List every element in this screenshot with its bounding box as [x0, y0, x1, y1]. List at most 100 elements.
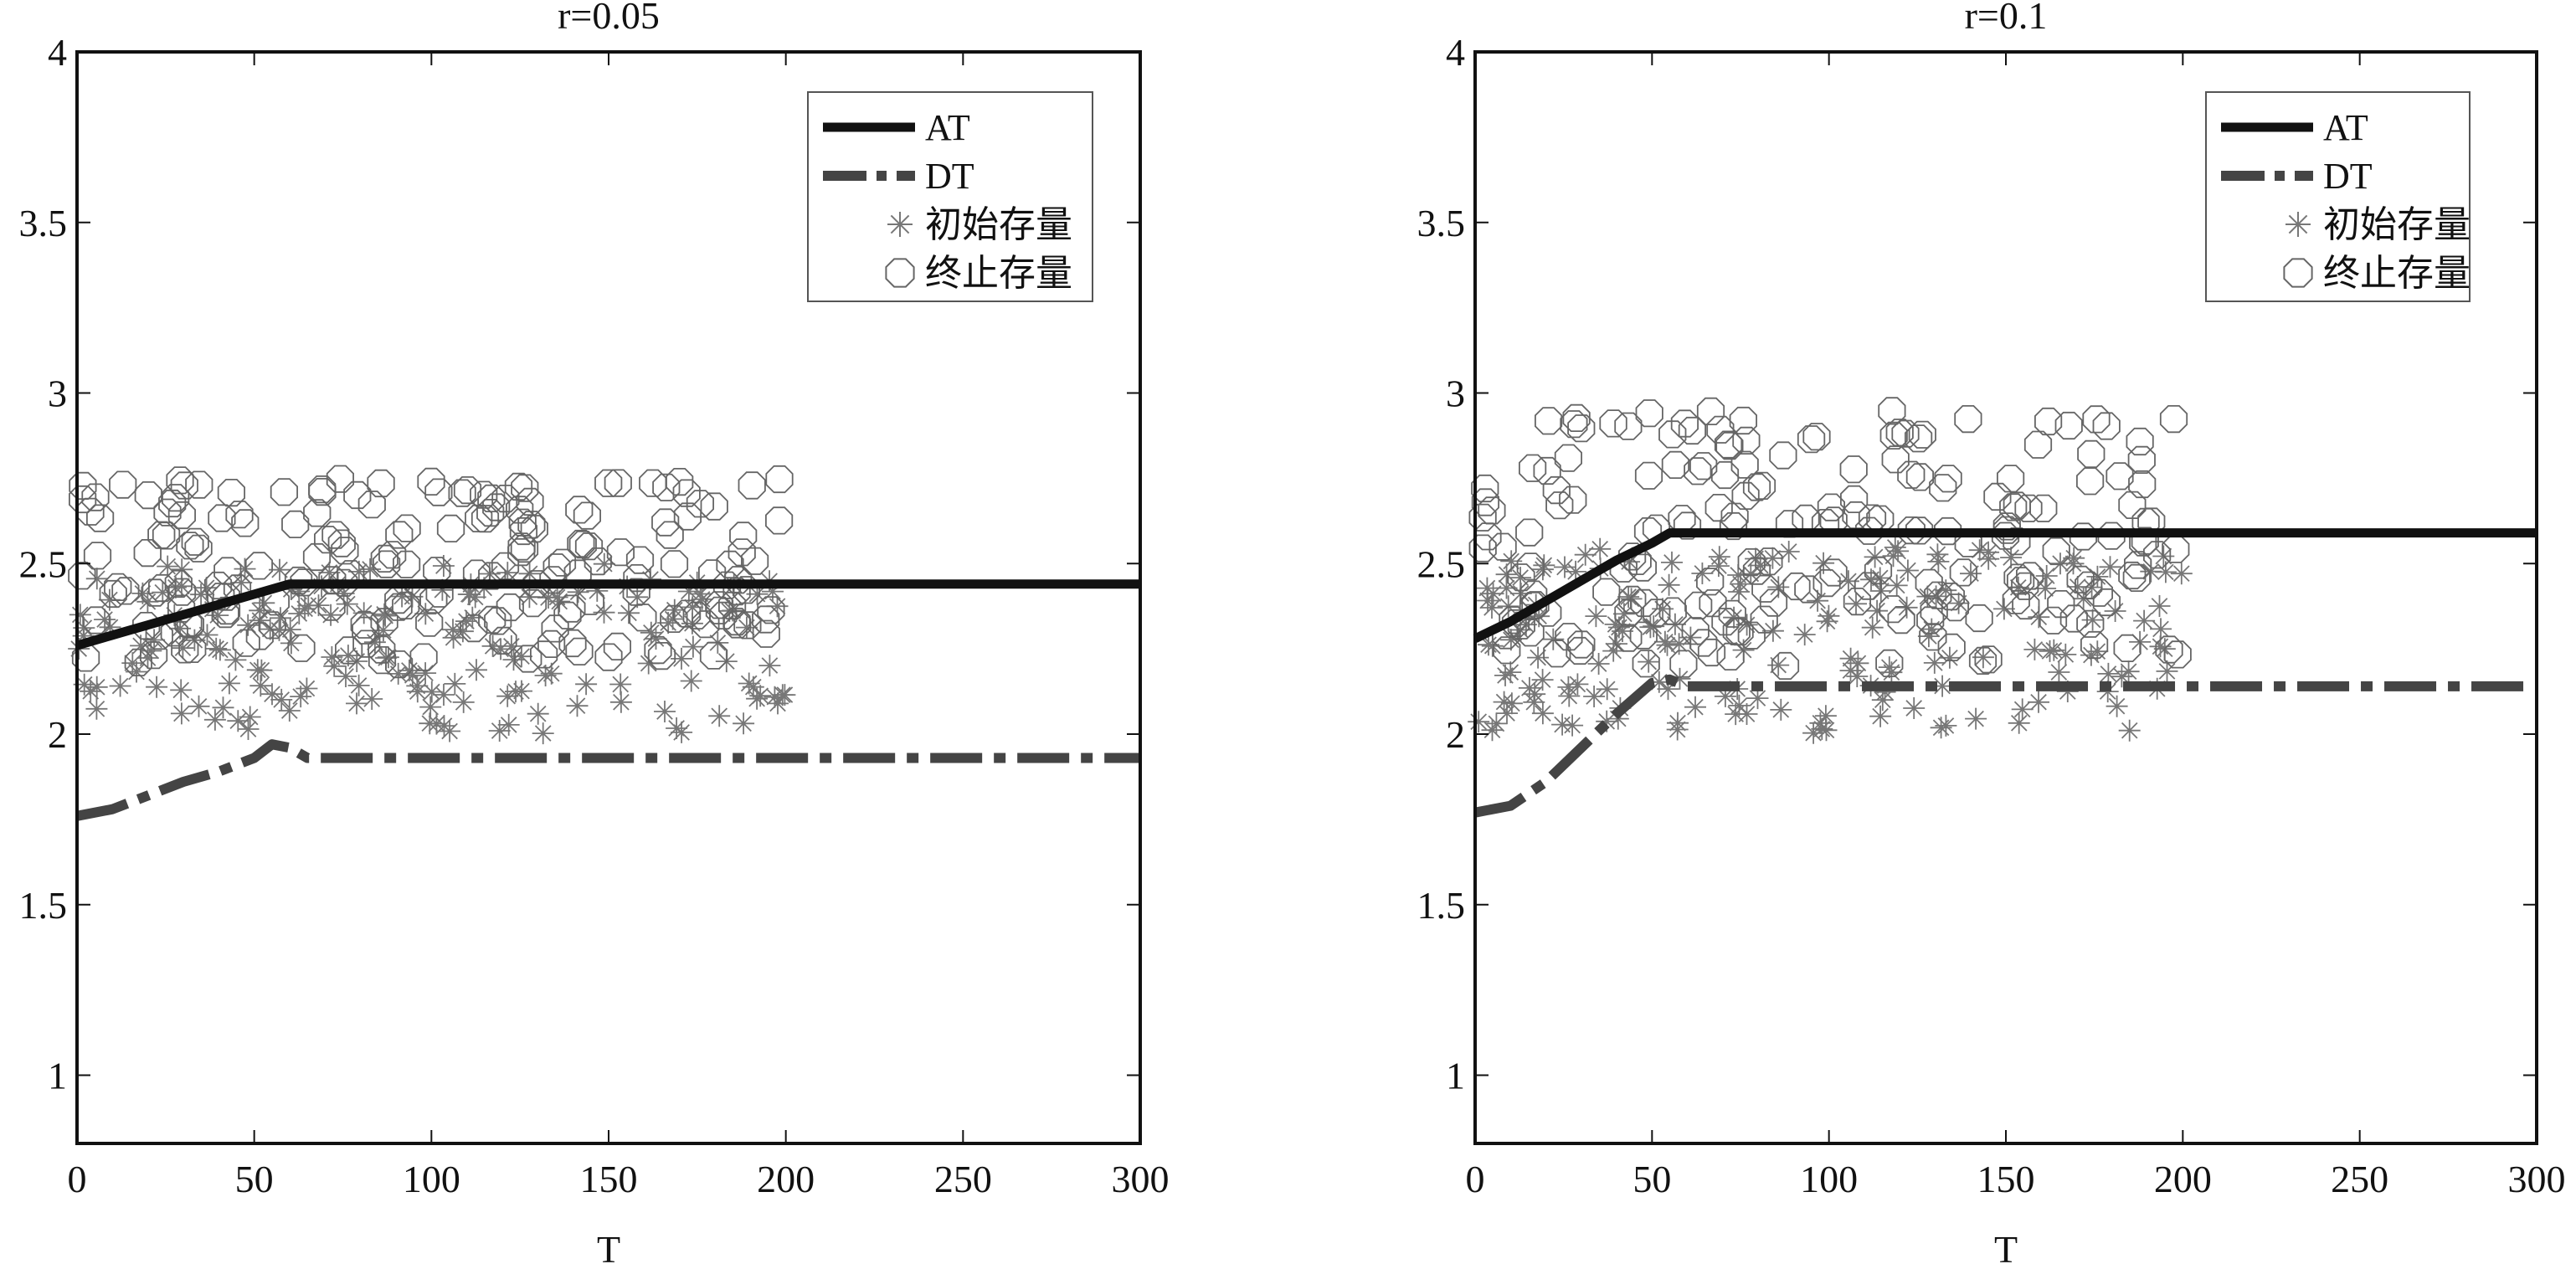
scatter-point	[326, 465, 354, 493]
scatter-point	[308, 478, 337, 506]
legend-label: AT	[2323, 107, 2368, 148]
scatter-point	[1496, 702, 1518, 725]
scatter-point	[164, 569, 193, 599]
scatter-point	[461, 606, 484, 629]
scatter-point	[511, 645, 532, 668]
scatter-point	[1880, 661, 1903, 684]
scatter-point	[140, 640, 162, 662]
y-tick-label: 1	[48, 1055, 67, 1097]
scatter-point	[268, 619, 291, 641]
legend-swatch-asterisk	[2285, 212, 2311, 237]
scatter-point	[425, 712, 448, 735]
scatter-point	[343, 480, 372, 510]
scatter-point	[181, 527, 209, 556]
scatter-point	[1489, 532, 1517, 561]
scatter-point	[752, 605, 780, 634]
scatter-point	[1728, 581, 1751, 603]
scatter-point	[385, 521, 414, 549]
scatter-point	[1634, 461, 1663, 490]
scatter-point	[1891, 419, 1920, 448]
x-tick-label: 100	[403, 1158, 460, 1200]
x-tick-label: 250	[2331, 1158, 2388, 1200]
scatter-point	[1684, 457, 1712, 486]
scatter-point	[1968, 646, 1998, 675]
scatter-point	[148, 573, 177, 603]
scatter-point	[1630, 588, 1658, 618]
scatter-point	[2086, 640, 2109, 663]
scatter-point	[234, 557, 256, 580]
scatter-point	[270, 688, 293, 711]
scatter-point	[1670, 409, 1699, 438]
scatter-point	[99, 616, 121, 639]
scatter-point	[692, 610, 720, 639]
scatter-point	[1519, 454, 1547, 482]
scatter-point	[673, 599, 702, 628]
scatter-point	[330, 568, 358, 597]
scatter-point	[1614, 599, 1643, 627]
scatter-point	[1560, 410, 1588, 439]
scatter-point	[573, 501, 601, 530]
scatter-point	[439, 720, 461, 742]
scatter-point	[2143, 541, 2172, 569]
scatter-point	[1919, 623, 1947, 651]
scatter-point	[347, 674, 370, 696]
scatter-point	[516, 487, 544, 516]
scatter-point	[1635, 399, 1663, 428]
scatter-point	[1807, 589, 1829, 612]
scatter-point	[764, 686, 786, 708]
scatter-point	[171, 635, 199, 664]
scatter-point	[2150, 618, 2172, 640]
scatter-point	[444, 672, 466, 695]
scatter-point	[1954, 405, 1982, 434]
scatter-point	[530, 640, 558, 669]
scatter-point	[1903, 697, 1926, 719]
scatter-point	[258, 611, 286, 640]
scatter-point	[1730, 573, 1751, 595]
chart-panel-r005: 0 50 100 150 200 250 300 1 1.5 2 2.5 3 3.5 4 r=0.05 T AT…	[19, 0, 1170, 1269]
scatter-point	[1742, 557, 1771, 585]
scatter-point	[231, 509, 260, 537]
scatter-point	[2159, 405, 2188, 434]
scatter-point	[1839, 455, 1868, 484]
scatter-point	[1879, 421, 1908, 450]
scatter-point	[733, 611, 762, 640]
scatter-point	[321, 646, 343, 668]
scatter-point	[2035, 565, 2058, 587]
scatter-point	[1471, 474, 1499, 503]
scatter-point	[1882, 545, 1905, 568]
scatter-point	[336, 593, 358, 615]
scatter-point	[136, 590, 159, 613]
scatter-point	[1718, 599, 1746, 628]
scatter-point	[567, 581, 589, 604]
scatter-point	[81, 483, 110, 511]
scatter-point	[604, 469, 632, 497]
scatter-point	[618, 602, 640, 624]
scatter-point	[465, 504, 493, 532]
scatter-point	[68, 562, 96, 590]
scatter-point	[2149, 635, 2172, 658]
scatter-point	[1746, 687, 1769, 710]
scatter-point	[1845, 593, 1867, 615]
x-axis-label: T	[597, 1228, 620, 1269]
scatter-point	[152, 581, 174, 604]
y-tick-label: 2.5	[1417, 542, 1466, 585]
scatter-point	[2154, 561, 2177, 583]
scatter-point	[196, 624, 219, 646]
scatter-point	[1750, 605, 1778, 634]
scatter-point	[1493, 691, 1515, 713]
scatter-point	[681, 635, 704, 658]
scatter-point	[302, 542, 332, 572]
scatter-point	[489, 626, 517, 655]
scatter-point	[452, 691, 475, 713]
scatter-point	[478, 605, 506, 634]
scatter-point	[1494, 664, 1516, 686]
scatter-point	[1612, 603, 1635, 625]
scatter-point	[476, 499, 505, 527]
scatter-point	[2023, 638, 2046, 660]
scatter-point	[1499, 629, 1522, 651]
scatter-point	[1531, 702, 1554, 725]
scatter-point	[651, 508, 680, 537]
scatter-point	[1937, 633, 1966, 661]
y-tick-label: 1.5	[1417, 884, 1466, 927]
scatter-point	[758, 655, 781, 677]
